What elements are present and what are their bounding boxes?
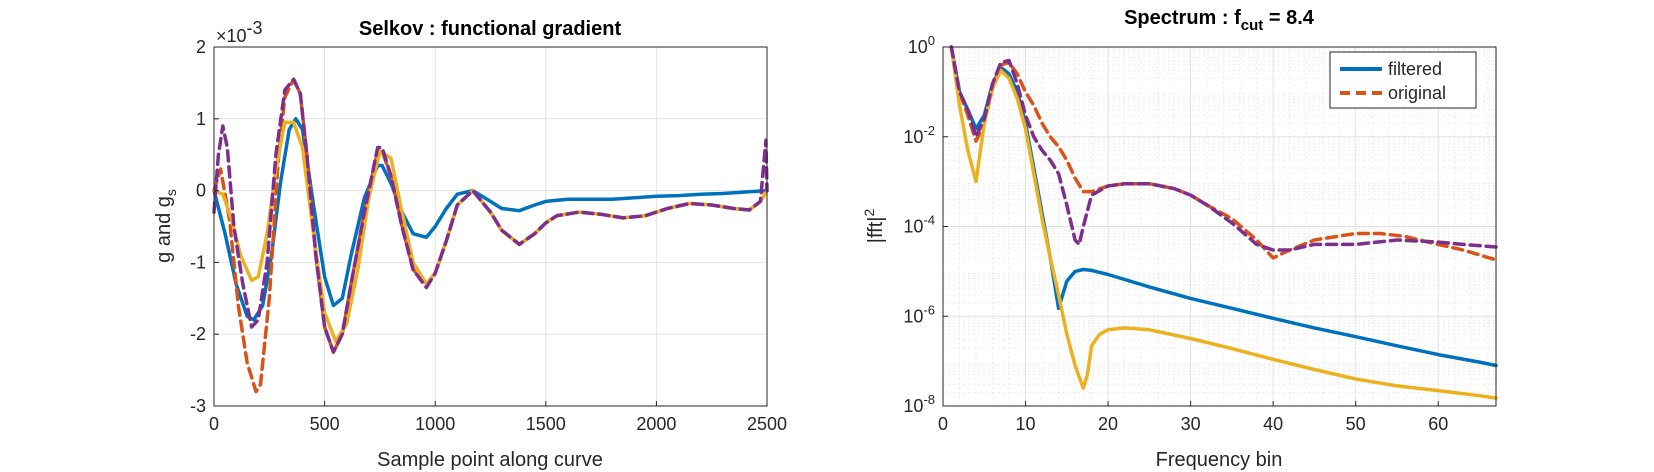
right-y-axis-label-main: |fft|	[865, 217, 887, 244]
right-x-tick-label: 60	[1428, 414, 1448, 434]
right-series-line-3	[949, 45, 1498, 252]
left-y-axis-label: g and gs	[153, 189, 179, 263]
legend-label-original: original	[1388, 83, 1446, 103]
right-plot-panel: 0 10 20 30 40 50 60 10-8 10-6 10-4 10-2 100 Spectru…	[861, 7, 1498, 471]
right-y-axis-label-sup: 2	[861, 209, 877, 217]
left-chart-title: Selkov : functional gradient	[359, 18, 622, 40]
right-x-tick-label: 10	[1016, 414, 1036, 434]
left-y-exponent: ×10-3	[216, 18, 263, 46]
right-title-sub: cut	[1241, 17, 1264, 34]
left-x-tick-label: 2500	[747, 414, 787, 434]
right-grid	[942, 46, 1496, 407]
right-axes-box	[942, 46, 1497, 407]
left-x-tick-label: 1000	[415, 414, 455, 434]
left-x-tick-label: 0	[209, 414, 219, 434]
right-title-suffix: = 8.4	[1263, 7, 1314, 29]
left-y-tick-label: 1	[196, 109, 206, 129]
left-ticks: 0 500 1000 1500 2000 2500 -3 -2 -1 0 1 2	[190, 37, 787, 434]
right-chart-title: Spectrum : fcut = 8.4	[1124, 7, 1315, 34]
right-x-tick-label: 40	[1263, 414, 1283, 434]
left-y-exponent-base: ×10	[216, 26, 247, 46]
left-series-lines	[212, 77, 769, 394]
left-y-tick-label: 2	[196, 37, 206, 57]
right-y-tick-label: 10-4	[903, 213, 935, 237]
left-x-axis-label: Sample point along curve	[377, 449, 603, 471]
left-y-exponent-power: -3	[247, 18, 263, 38]
left-y-tick-label: -1	[190, 252, 206, 272]
left-y-axis-label-main: g and g	[153, 196, 175, 263]
right-ticks: 0 10 20 30 40 50 60 10-8 10-6 10-4 10-2 100	[903, 33, 1448, 434]
right-x-tick-label: 30	[1181, 414, 1201, 434]
right-x-tick-label: 0	[938, 414, 948, 434]
right-title-main: Spectrum : f	[1124, 7, 1241, 29]
left-plot-area	[214, 47, 767, 406]
right-x-tick-label: 50	[1346, 414, 1366, 434]
left-x-tick-label: 500	[310, 414, 340, 434]
legend-label-filtered: filtered	[1388, 59, 1442, 79]
left-series-line-0	[212, 117, 769, 322]
legend: filtered original	[1329, 51, 1477, 109]
right-y-tick-label: 10-6	[903, 302, 935, 326]
left-series-line-3	[212, 77, 769, 354]
right-y-tick-label: 10-2	[903, 123, 935, 147]
left-y-tick-label: 0	[196, 181, 206, 201]
legend-box	[1329, 51, 1477, 109]
left-y-tick-label: -3	[190, 396, 206, 416]
right-x-axis-label: Frequency bin	[1156, 449, 1283, 471]
left-y-axis-label-sub: s	[163, 189, 179, 196]
left-x-tick-label: 2000	[636, 414, 676, 434]
right-x-tick-label: 20	[1098, 414, 1118, 434]
right-y-tick-label: 100	[908, 33, 935, 57]
right-y-axis-label: |fft|2	[861, 209, 887, 244]
left-plot-panel: 0 500 1000 1500 2000 2500 -3 -2 -1 0 1 2 Selkov : f…	[153, 18, 787, 471]
left-x-tick-label: 1500	[526, 414, 566, 434]
right-series-lines	[949, 45, 1498, 400]
left-y-tick-label: -2	[190, 324, 206, 344]
right-y-tick-label: 10-8	[903, 392, 935, 416]
